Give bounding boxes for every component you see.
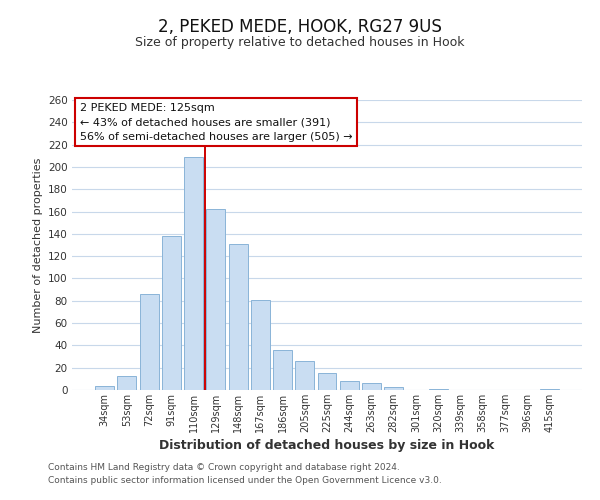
Text: 2 PEKED MEDE: 125sqm
← 43% of detached houses are smaller (391)
56% of semi-deta: 2 PEKED MEDE: 125sqm ← 43% of detached h… [80,103,352,142]
Y-axis label: Number of detached properties: Number of detached properties [32,158,43,332]
Text: Contains public sector information licensed under the Open Government Licence v3: Contains public sector information licen… [48,476,442,485]
Bar [384,386,403,390]
Bar [362,384,381,390]
Text: Contains HM Land Registry data © Crown copyright and database right 2024.: Contains HM Land Registry data © Crown c… [48,464,400,472]
Bar [273,350,292,390]
Bar [295,361,314,390]
Bar [429,389,448,390]
Bar [206,210,225,390]
Bar [317,374,337,390]
Bar [140,294,158,390]
Text: 2, PEKED MEDE, HOOK, RG27 9US: 2, PEKED MEDE, HOOK, RG27 9US [158,18,442,36]
Bar [184,157,203,390]
Bar [162,236,181,390]
Bar [540,389,559,390]
Bar [251,300,270,390]
X-axis label: Distribution of detached houses by size in Hook: Distribution of detached houses by size … [160,439,494,452]
Bar [95,386,114,390]
Bar [229,244,248,390]
Bar [340,381,359,390]
Text: Size of property relative to detached houses in Hook: Size of property relative to detached ho… [135,36,465,49]
Bar [118,376,136,390]
